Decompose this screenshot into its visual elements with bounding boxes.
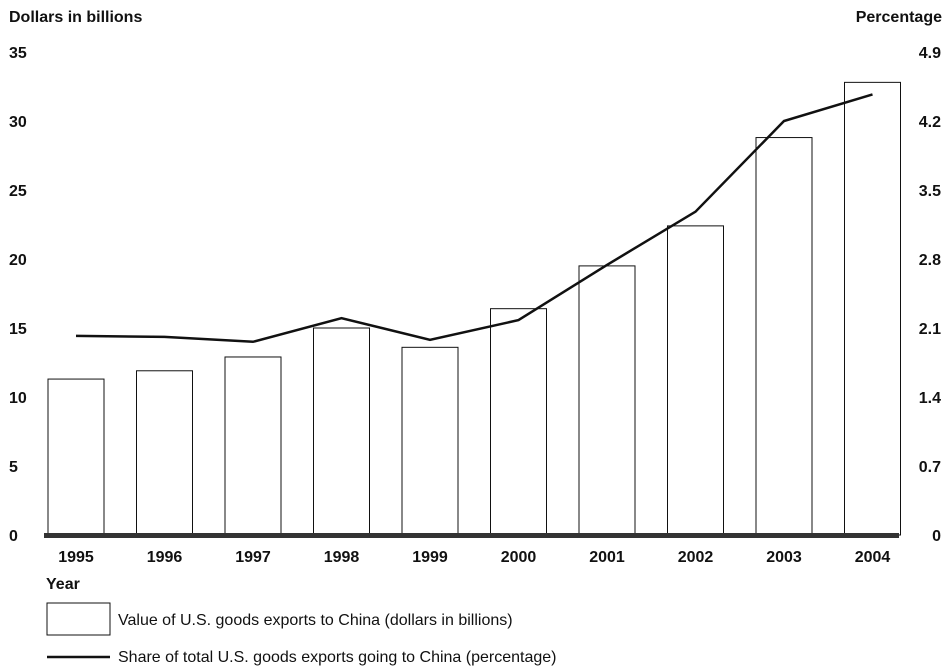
left-tick-label: 20 <box>9 252 27 269</box>
left-axis-title: Dollars in billions <box>9 9 142 26</box>
legend-swatch-bar <box>46 602 111 636</box>
x-tick-label: 2004 <box>855 549 891 566</box>
x-axis-tick-labels: 1995 1996 1997 1998 1999 2000 2001 2002 2003 2004 <box>58 549 890 566</box>
x-tick-label: 1996 <box>147 549 183 566</box>
bar-2004 <box>844 81 901 536</box>
bar-1995 <box>47 378 105 536</box>
legend-label-line: Share of total U.S. goods exports going … <box>118 649 556 666</box>
x-tick-label: 1998 <box>324 549 360 566</box>
bar-1996 <box>136 370 193 536</box>
left-tick-label: 0 <box>9 528 18 545</box>
right-tick-label: 0.7 <box>919 459 941 476</box>
bar-1997 <box>224 356 282 536</box>
x-tick-label: 2002 <box>678 549 714 566</box>
left-tick-label: 35 <box>9 45 27 62</box>
x-tick-label: 1999 <box>412 549 448 566</box>
bar-2002 <box>667 225 724 536</box>
right-axis-title: Percentage <box>856 9 942 26</box>
bar-2003 <box>755 137 813 536</box>
bar-2000 <box>490 308 547 536</box>
bar-1998 <box>313 327 370 536</box>
bar-1999 <box>401 346 459 536</box>
x-tick-label: 2003 <box>766 549 802 566</box>
right-tick-label: 2.8 <box>919 252 941 269</box>
right-tick-label: 0 <box>932 528 941 545</box>
left-tick-label: 10 <box>9 390 27 407</box>
x-tick-label: 1995 <box>58 549 94 566</box>
x-axis-baseline <box>44 533 899 538</box>
left-tick-label: 25 <box>9 183 27 200</box>
left-tick-label: 30 <box>9 114 27 131</box>
left-tick-label: 5 <box>9 459 18 476</box>
x-axis-title: Year <box>46 576 80 593</box>
legend-label-bar: Value of U.S. goods exports to China (do… <box>118 612 513 629</box>
bar-series <box>47 81 901 536</box>
left-tick-label: 15 <box>9 321 27 338</box>
right-axis-ticks: 0 0.7 1.4 2.1 2.8 3.5 4.2 4.9 <box>919 45 941 545</box>
line-series-share <box>75 93 873 344</box>
left-axis-ticks: 0 5 10 15 20 25 30 35 <box>9 45 27 545</box>
right-tick-label: 4.2 <box>919 114 941 131</box>
right-tick-label: 1.4 <box>919 390 941 407</box>
x-tick-label: 2000 <box>501 549 537 566</box>
right-tick-label: 4.9 <box>919 45 941 62</box>
x-tick-label: 2001 <box>589 549 625 566</box>
right-tick-label: 2.1 <box>919 321 941 338</box>
bar-2001 <box>578 265 636 536</box>
x-tick-label: 1997 <box>235 549 271 566</box>
right-tick-label: 3.5 <box>919 183 941 200</box>
